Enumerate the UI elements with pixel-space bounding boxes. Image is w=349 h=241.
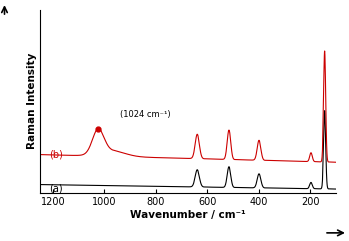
X-axis label: Wavenumber / cm⁻¹: Wavenumber / cm⁻¹ [130, 210, 246, 220]
Text: (a): (a) [49, 183, 62, 193]
Text: (b): (b) [49, 149, 63, 160]
Text: (1024 cm⁻¹): (1024 cm⁻¹) [120, 110, 170, 120]
Y-axis label: Raman Intensity: Raman Intensity [27, 53, 37, 149]
